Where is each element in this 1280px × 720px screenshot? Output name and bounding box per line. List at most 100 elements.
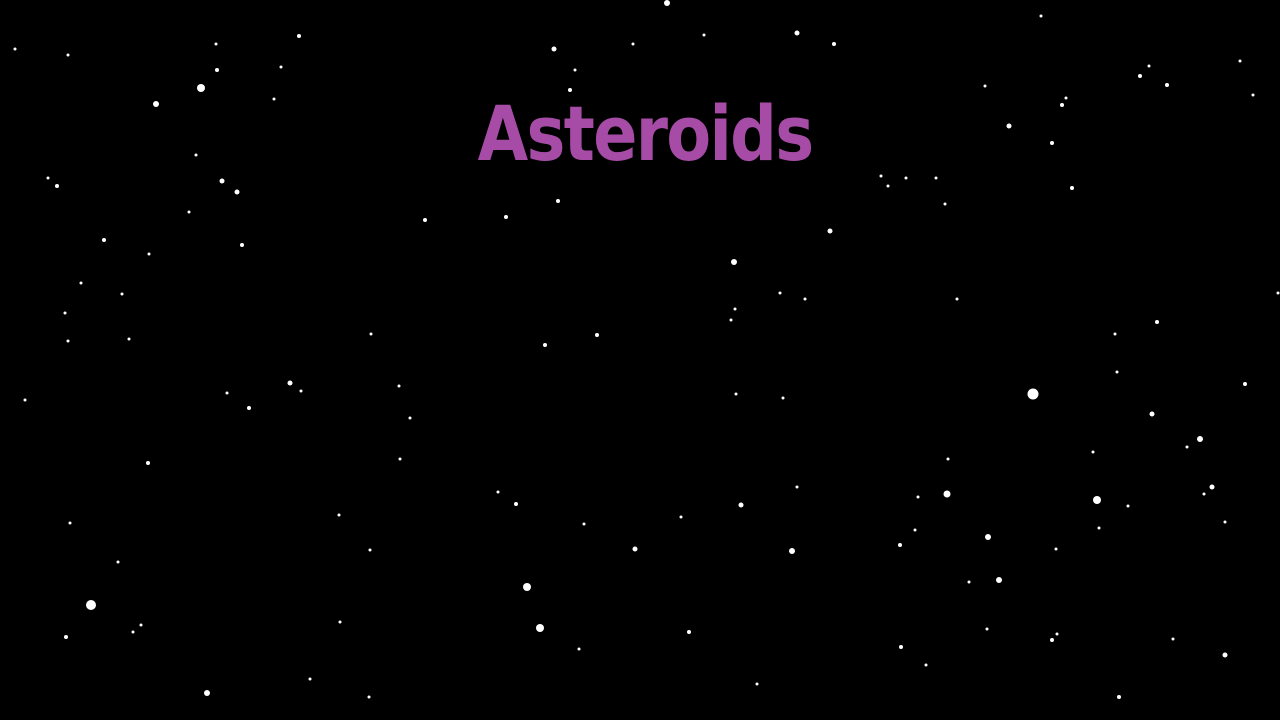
- star: [1070, 186, 1074, 190]
- star: [664, 0, 670, 6]
- star: [1149, 411, 1155, 417]
- star: [733, 307, 737, 311]
- star: [102, 238, 106, 242]
- star: [985, 534, 991, 540]
- star: [568, 88, 572, 92]
- star: [1138, 74, 1142, 78]
- star: [702, 33, 706, 37]
- star: [408, 416, 412, 420]
- star: [496, 490, 500, 494]
- star: [1185, 445, 1189, 449]
- star: [803, 297, 807, 301]
- star: [120, 292, 124, 296]
- star: [731, 259, 737, 265]
- star: [573, 68, 577, 72]
- star: [297, 34, 301, 38]
- star: [879, 174, 883, 178]
- star: [523, 583, 531, 591]
- game-title: Asteroids: [477, 89, 815, 178]
- star: [116, 560, 120, 564]
- star: [1276, 291, 1280, 295]
- star: [369, 332, 373, 336]
- star: [279, 65, 283, 69]
- star: [1039, 14, 1043, 18]
- star: [423, 218, 427, 222]
- star: [1202, 492, 1206, 496]
- star: [153, 101, 159, 107]
- star: [934, 176, 938, 180]
- star: [1238, 59, 1242, 63]
- star: [66, 53, 70, 57]
- star: [898, 543, 902, 547]
- star: [886, 184, 890, 188]
- star: [734, 392, 738, 396]
- star: [913, 528, 917, 532]
- star: [955, 297, 959, 301]
- star: [1113, 332, 1117, 336]
- star: [86, 600, 96, 610]
- star: [225, 391, 229, 395]
- star: [781, 396, 785, 400]
- star: [1027, 388, 1039, 400]
- star: [924, 663, 928, 667]
- star: [1171, 637, 1175, 641]
- star: [367, 695, 371, 699]
- star: [398, 457, 402, 461]
- star: [127, 337, 131, 341]
- star: [904, 176, 908, 180]
- star: [194, 153, 198, 157]
- star: [582, 522, 586, 526]
- star: [899, 645, 903, 649]
- star: [368, 548, 372, 552]
- star: [131, 630, 135, 634]
- star: [79, 281, 83, 285]
- star: [234, 189, 240, 195]
- star: [1091, 450, 1095, 454]
- star: [397, 384, 401, 388]
- star: [551, 46, 557, 52]
- star: [204, 690, 210, 696]
- star: [631, 42, 635, 46]
- star: [755, 682, 759, 686]
- star: [1117, 695, 1121, 699]
- star: [1197, 436, 1203, 442]
- star: [1093, 496, 1101, 504]
- star: [738, 502, 744, 508]
- star: [1050, 638, 1054, 642]
- star: [187, 210, 191, 214]
- star: [943, 490, 951, 498]
- star: [337, 513, 341, 517]
- star: [147, 252, 151, 256]
- star: [789, 548, 795, 554]
- star: [46, 176, 50, 180]
- star: [247, 406, 251, 410]
- star: [536, 624, 544, 632]
- star: [139, 623, 143, 627]
- star: [543, 343, 547, 347]
- star: [1055, 632, 1059, 636]
- star: [1060, 103, 1064, 107]
- star: [916, 495, 920, 499]
- star: [66, 339, 70, 343]
- star: [832, 42, 836, 46]
- star: [64, 635, 68, 639]
- star: [504, 215, 508, 219]
- star: [632, 546, 638, 552]
- star: [240, 243, 244, 247]
- star: [299, 389, 303, 393]
- star: [983, 84, 987, 88]
- star: [1126, 504, 1130, 508]
- star: [1115, 370, 1119, 374]
- star: [1251, 93, 1255, 97]
- star: [1006, 123, 1012, 129]
- star: [556, 199, 560, 203]
- star: [795, 485, 799, 489]
- star: [287, 380, 293, 386]
- star: [23, 398, 27, 402]
- star: [1222, 652, 1228, 658]
- star: [595, 333, 599, 337]
- star: [197, 84, 205, 92]
- star: [778, 291, 782, 295]
